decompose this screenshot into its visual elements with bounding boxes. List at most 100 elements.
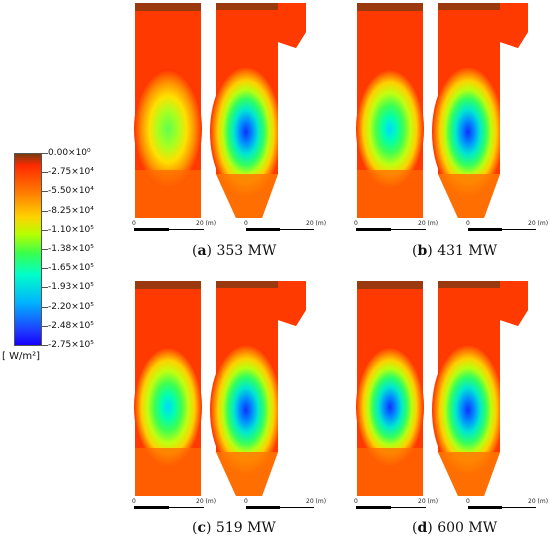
panel-b: 0 20 (m) 0 20 (m) xyxy=(354,2,550,252)
right-column-cutout xyxy=(500,50,530,220)
colorbar-tick xyxy=(42,326,48,327)
scale-line xyxy=(246,507,314,508)
colorbar-tick xyxy=(42,345,48,346)
scale-line xyxy=(356,229,426,230)
scale-line xyxy=(356,507,426,508)
left-flux-zone xyxy=(356,347,424,467)
caption-d-letter: d xyxy=(417,520,428,536)
scale-line xyxy=(468,229,536,230)
left-column-base xyxy=(135,170,201,218)
right-column-nose xyxy=(500,281,528,326)
left-column-top xyxy=(135,281,201,289)
caption-b-letter: b xyxy=(417,243,428,259)
colorbar-tick xyxy=(42,287,48,288)
scale-end-label: 20 (m) xyxy=(418,220,439,227)
left-flux-zone xyxy=(134,347,202,467)
right-hopper xyxy=(216,174,278,218)
right-column-nose xyxy=(278,3,306,48)
heat-flux-contour-image xyxy=(134,3,308,220)
scale-line xyxy=(134,229,204,230)
scale-zero-label: 0 xyxy=(132,498,136,505)
caption-c: (c) 519 MW xyxy=(192,520,276,536)
left-flux-zone xyxy=(134,69,202,189)
colorbar-tick xyxy=(42,211,48,212)
colorbar-tick xyxy=(42,230,48,231)
right-hopper xyxy=(438,174,500,218)
left-flux-zone xyxy=(356,69,424,189)
right-flux-zone xyxy=(432,344,504,476)
scale-zero-label: 0 xyxy=(466,498,470,505)
heat-flux-contour-image xyxy=(356,281,530,498)
colorbar-tick xyxy=(42,191,48,192)
caption-a-label: 353 MW xyxy=(216,243,277,259)
scale-line xyxy=(468,507,536,508)
scale-zero-label: 0 xyxy=(244,220,248,227)
left-column-base xyxy=(357,170,423,218)
scale-zero-label: 0 xyxy=(132,220,136,227)
scale-end-label: 20 (m) xyxy=(528,498,549,505)
colorbar-tick-label: -1.65×10⁵ xyxy=(48,263,94,273)
caption-a: (a) 353 MW xyxy=(192,243,277,259)
panel-c: 0 20 (m) 0 20 (m) xyxy=(132,280,332,530)
right-column-cutout xyxy=(500,328,530,498)
colorbar-tick-label: -2.20×10⁵ xyxy=(48,302,94,312)
right-column-nose xyxy=(278,281,306,326)
scale-zero-label: 0 xyxy=(466,220,470,227)
caption-b-label: 431 MW xyxy=(437,243,498,259)
colorbar-tick-label: -1.93×10⁵ xyxy=(48,282,94,292)
colorbar-tick xyxy=(42,249,48,250)
scale-zero-label: 0 xyxy=(244,498,248,505)
heat-flux-contour-image xyxy=(134,281,308,498)
right-flux-zone xyxy=(210,66,282,198)
heat-flux-contour-image xyxy=(356,3,530,220)
caption-c-letter: c xyxy=(197,520,206,536)
colorbar-unit-label: [ W/m²] xyxy=(2,351,40,362)
colorbar-tick-label: -2.48×10⁵ xyxy=(48,321,94,331)
left-column-top xyxy=(135,3,201,11)
colorbar-tick-label: -8.25×10⁴ xyxy=(48,206,94,216)
left-column-top xyxy=(357,281,423,289)
panel-a: 0 20 (m) 0 20 (m) xyxy=(132,2,332,252)
right-hopper xyxy=(438,452,500,496)
caption-a-letter: a xyxy=(197,243,207,259)
colorbar-tick-label: -2.75×10⁵ xyxy=(48,340,94,350)
left-column-base xyxy=(357,448,423,496)
right-column-cutout xyxy=(278,50,308,220)
panel-d: 0 20 (m) 0 20 (m) xyxy=(354,280,550,530)
caption-b: (b) 431 MW xyxy=(412,243,498,259)
scale-end-label: 20 (m) xyxy=(306,498,327,505)
left-column-top xyxy=(357,3,423,11)
right-hopper xyxy=(216,452,278,496)
right-flux-zone xyxy=(210,344,282,476)
scale-end-label: 20 (m) xyxy=(528,220,549,227)
right-column-top xyxy=(216,3,306,10)
colorbar xyxy=(14,153,42,346)
colorbar-tick-label: -2.75×10⁴ xyxy=(48,167,94,177)
right-column-cutout xyxy=(278,328,308,498)
scale-end-label: 20 (m) xyxy=(418,498,439,505)
right-column-top xyxy=(438,3,528,10)
colorbar-tick xyxy=(42,307,48,308)
scale-line xyxy=(134,507,204,508)
colorbar-tick xyxy=(42,268,48,269)
left-column-base xyxy=(135,448,201,496)
right-column-nose xyxy=(500,3,528,48)
colorbar-tick xyxy=(42,153,48,154)
scale-end-label: 20 (m) xyxy=(196,220,217,227)
colorbar-tick-label: -5.50×10⁴ xyxy=(48,186,94,196)
caption-d: (d) 600 MW xyxy=(412,520,498,536)
colorbar-tick-label: -1.38×10⁵ xyxy=(48,244,94,254)
scale-zero-label: 0 xyxy=(354,498,358,505)
caption-c-label: 519 MW xyxy=(215,520,276,536)
scale-zero-label: 0 xyxy=(354,220,358,227)
colorbar-tick-label: -1.10×10⁵ xyxy=(48,225,94,235)
right-column-top xyxy=(438,281,528,288)
colorbar-tick xyxy=(42,172,48,173)
scale-end-label: 20 (m) xyxy=(196,498,217,505)
colorbar-tick-label: 0.00×10⁰ xyxy=(48,148,91,158)
scale-line xyxy=(246,229,314,230)
right-flux-zone xyxy=(432,66,504,198)
scale-end-label: 20 (m) xyxy=(306,220,327,227)
caption-d-label: 600 MW xyxy=(437,520,498,536)
right-column-top xyxy=(216,281,306,288)
